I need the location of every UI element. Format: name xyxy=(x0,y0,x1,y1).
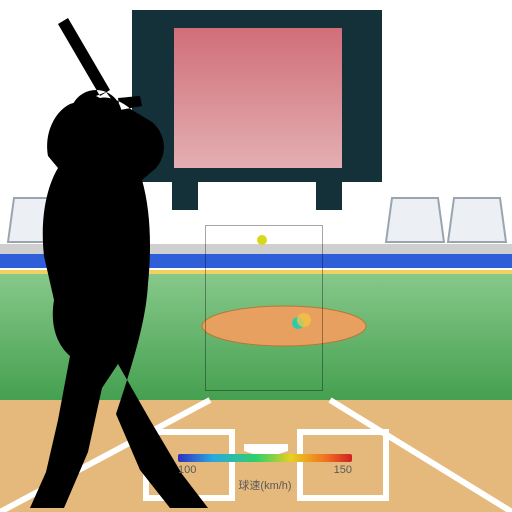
scoreboard-screen xyxy=(174,28,342,168)
pitch-chart-stage: 100 150 球速(km/h) xyxy=(0,0,512,512)
scoreboard-tower-left xyxy=(172,182,198,210)
speed-tick-max: 150 xyxy=(334,464,352,476)
pitch-marker xyxy=(297,313,311,327)
speed-legend-ticks: 100 150 xyxy=(178,464,352,476)
speed-legend-bar xyxy=(178,454,352,462)
strike-zone xyxy=(205,225,323,391)
pitch-marker xyxy=(257,235,267,245)
scoreboard-tower-right xyxy=(316,182,342,210)
speed-tick-min: 100 xyxy=(178,464,196,476)
speed-legend: 100 150 球速(km/h) xyxy=(178,454,352,493)
speed-legend-title: 球速(km/h) xyxy=(178,477,352,493)
